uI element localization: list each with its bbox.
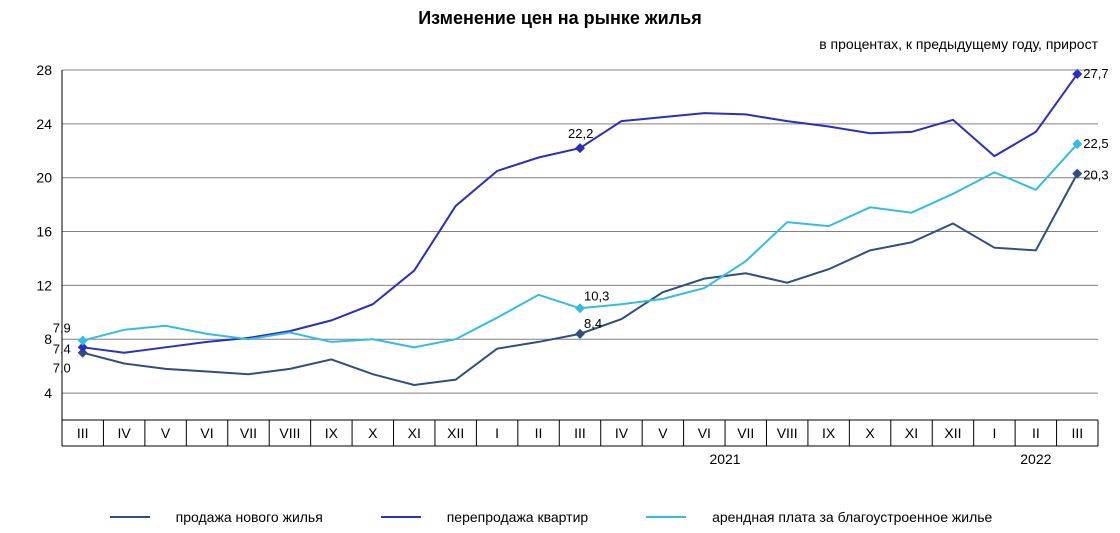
svg-text:IV: IV [118,425,132,441]
svg-text:7,9: 7,9 [53,321,71,336]
svg-text:12: 12 [36,277,52,293]
svg-text:V: V [658,425,668,441]
svg-text:II: II [1032,425,1040,441]
svg-text:I: I [992,425,996,441]
svg-text:20: 20 [36,170,52,186]
svg-text:27,7: 27,7 [1083,66,1108,81]
svg-text:IX: IX [822,425,836,441]
svg-text:4: 4 [44,385,52,401]
svg-text:7,4: 7,4 [53,341,71,356]
svg-text:VIII: VIII [279,425,300,441]
svg-text:V: V [161,425,171,441]
svg-text:VII: VII [240,425,257,441]
svg-text:IX: IX [325,425,339,441]
svg-text:IV: IV [615,425,629,441]
svg-text:16: 16 [36,224,52,240]
svg-text:III: III [574,425,586,441]
svg-text:VIII: VIII [777,425,798,441]
legend-item-s3: арендная плата за благоустроенное жилье [646,508,1010,525]
svg-text:2021: 2021 [709,451,740,467]
legend: продажа нового жилья перепродажа квартир… [0,507,1120,525]
legend-item-s1: продажа нового жилья [110,508,341,525]
svg-text:XII: XII [944,425,961,441]
svg-text:8: 8 [44,331,52,347]
svg-text:20,3: 20,3 [1083,168,1108,183]
svg-text:VI: VI [200,425,213,441]
svg-text:22,5: 22,5 [1083,136,1108,151]
legend-item-s2: перепродажа квартир [381,508,606,525]
svg-text:XI: XI [408,425,421,441]
svg-text:X: X [865,425,875,441]
svg-text:II: II [535,425,543,441]
svg-text:28: 28 [36,62,52,78]
svg-text:22,2: 22,2 [568,126,593,141]
svg-text:I: I [495,425,499,441]
svg-text:24: 24 [36,116,52,132]
svg-text:XI: XI [905,425,918,441]
line-chart: 481216202428IIIIVVVIVIIVIIIIXXXIXIIIIIII… [0,0,1120,533]
svg-text:XII: XII [447,425,464,441]
svg-text:7,0: 7,0 [53,361,71,376]
svg-text:VI: VI [698,425,711,441]
svg-text:X: X [368,425,378,441]
svg-text:VII: VII [737,425,754,441]
svg-text:2022: 2022 [1020,451,1051,467]
svg-text:10,3: 10,3 [584,288,609,303]
svg-text:III: III [77,425,89,441]
svg-text:III: III [1071,425,1083,441]
svg-text:8,4: 8,4 [584,316,602,331]
